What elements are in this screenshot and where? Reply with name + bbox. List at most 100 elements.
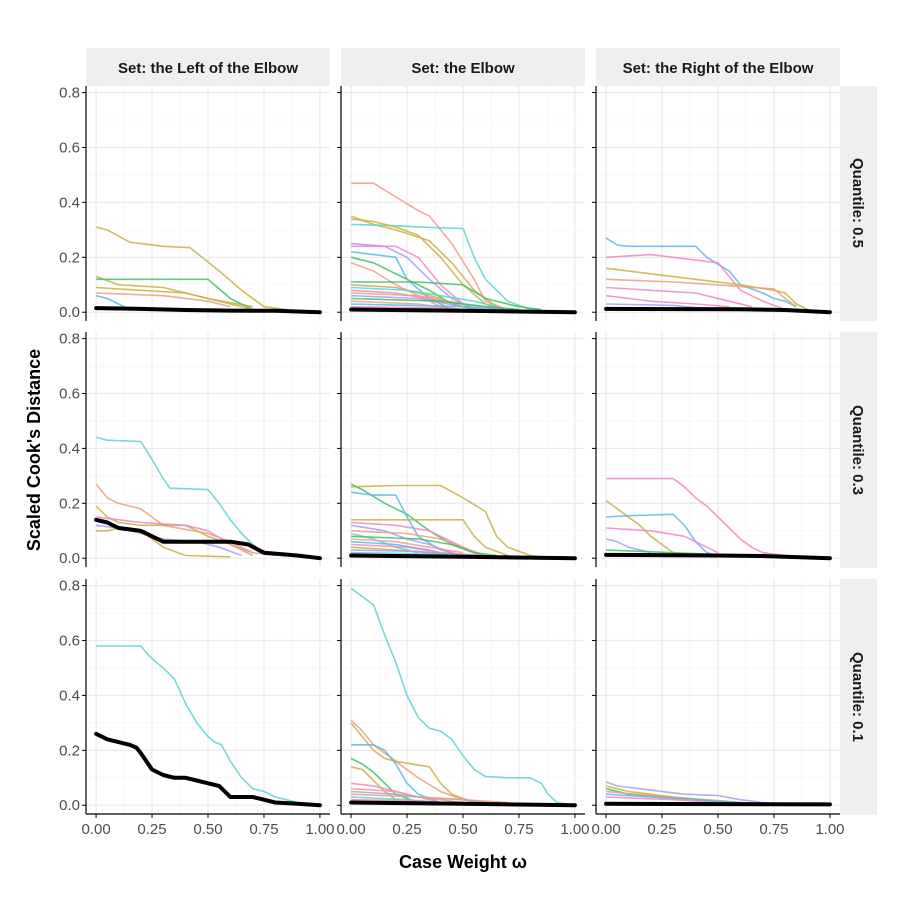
- series-line-3: [606, 527, 719, 554]
- mean-line: [349, 553, 577, 561]
- series-line-0: [605, 237, 797, 308]
- x-tick-label: 1.00: [815, 821, 844, 838]
- axes-r0-c2: [592, 86, 597, 321]
- series-line-0: [95, 226, 287, 311]
- x-tick-label: 0.00: [81, 821, 110, 838]
- series-line-2: [350, 722, 475, 804]
- series-line-4: [96, 292, 231, 308]
- axes-r1-c1: [337, 332, 342, 567]
- mean-line: [604, 306, 832, 315]
- axes-r2-c0: 0.0 0.2 0.4 0.6 0.8 0.00 0.25 0.50 0.75 1.00: [59, 578, 334, 838]
- mean-line: [94, 517, 322, 561]
- panel-r2-c0: [86, 579, 330, 814]
- series-line-5: [95, 294, 131, 311]
- series-line-16: [351, 300, 464, 311]
- series-line-3: [96, 286, 253, 311]
- series-line-3: [351, 518, 509, 557]
- series-line-9: [351, 793, 508, 804]
- y-tick-label: 0.4: [59, 194, 80, 211]
- panels-layer: [86, 86, 840, 814]
- axes-r2-c1: 0.00 0.25 0.50 0.75 1.00: [336, 579, 590, 838]
- axes-r1-c2: [592, 332, 597, 567]
- y-tick-label: 0.0: [59, 797, 80, 814]
- y-tick-label: 0.6: [59, 632, 80, 649]
- axes-r1-c0: 0.0 0.2 0.4 0.6 0.8: [59, 331, 87, 567]
- series-line-1: [606, 253, 786, 311]
- panel-r1-c2: [596, 332, 840, 567]
- column-strip-0-label: Set: the Left of the Elbow: [118, 60, 298, 77]
- series-line-3: [606, 278, 797, 308]
- panel-r1-c0: [86, 332, 330, 567]
- y-tick-label: 0.8: [59, 331, 80, 348]
- series-line-1: [605, 499, 674, 554]
- x-tick-label: 0.75: [504, 821, 533, 838]
- panel-r0-c1: [341, 86, 585, 321]
- x-tick-label: 0.00: [591, 821, 620, 838]
- series-line-11: [351, 286, 497, 308]
- series-line-3: [96, 516, 254, 554]
- x-axis-title: Case Weight ω: [399, 852, 527, 872]
- x-tick-label: 0.25: [647, 821, 676, 838]
- series-line-17: [351, 303, 508, 311]
- series-line-0: [351, 484, 553, 559]
- x-tick-label: 0.75: [759, 821, 788, 838]
- column-strip-1-bg: [341, 48, 585, 86]
- y-tick-label: 0.8: [59, 85, 80, 102]
- axes-layer: 0.00.20.40.60.80.00.20.40.60.80.00.20.40…: [59, 85, 844, 838]
- series-line-1: [95, 275, 253, 308]
- series-line-4: [606, 286, 752, 308]
- series-line-7: [351, 787, 464, 804]
- mean-line: [94, 306, 322, 315]
- x-tick-label: 0.00: [336, 821, 365, 838]
- y-tick-label: 0.6: [59, 139, 80, 156]
- row-strip-0-bg: [840, 86, 877, 321]
- series-line-5: [351, 245, 486, 313]
- y-axis-title: Scaled Cook's Distance: [24, 349, 44, 551]
- series-line-6: [351, 530, 486, 557]
- row-strip-2-label: Quantile: 0.1: [849, 652, 866, 742]
- series-line-0: [606, 477, 786, 557]
- panel-r2-c2: [596, 579, 840, 814]
- row-strip-1-bg: [840, 332, 877, 568]
- column-strip-1-label: Set: the Elbow: [411, 60, 515, 77]
- series-line-4: [605, 538, 651, 554]
- x-tick-label: 1.00: [305, 821, 334, 838]
- x-tick-label: 0.25: [137, 821, 166, 838]
- y-tick-label: 0.6: [59, 385, 80, 402]
- mean-line: [94, 731, 322, 808]
- x-tick-label: 0.50: [448, 821, 477, 838]
- axes-r0-c1: [337, 86, 342, 321]
- series-line-2: [606, 513, 719, 557]
- series-line-0: [350, 587, 576, 806]
- mean-line: [349, 800, 577, 808]
- series-line-9: [351, 281, 542, 311]
- axes-r2-c2: 0.00 0.25 0.50 0.75 1.00: [591, 579, 845, 838]
- series-line-1: [350, 719, 486, 804]
- axes-r0-c0: 0.0 0.2 0.4 0.6 0.8: [59, 85, 87, 321]
- x-tick-label: 1.00: [560, 821, 589, 838]
- y-tick-label: 0.4: [59, 687, 80, 704]
- series-line-15: [351, 297, 520, 311]
- y-tick-label: 0.2: [59, 249, 80, 266]
- y-tick-label: 0.0: [59, 304, 80, 321]
- series-line-11: [351, 543, 486, 557]
- series-line-2: [351, 491, 464, 557]
- panel-r2-c1: [341, 579, 585, 814]
- series-line-0: [95, 436, 287, 557]
- series-line-1: [95, 483, 276, 557]
- y-tick-label: 0.4: [59, 440, 80, 457]
- series-line-4: [606, 793, 741, 804]
- column-strips: Set: the Left of the Elbow Set: the Elbo…: [86, 48, 840, 86]
- row-strip-1-label: Quantile: 0.3: [849, 405, 866, 495]
- y-tick-label: 0.0: [59, 550, 80, 567]
- mean-line: [604, 801, 832, 807]
- column-strip-0-bg: [86, 48, 330, 86]
- series-line-9: [351, 538, 464, 554]
- x-tick-label: 0.50: [193, 821, 222, 838]
- series-line-2: [96, 278, 254, 311]
- series-line-3: [351, 218, 509, 313]
- panel-r0-c0: [86, 86, 330, 321]
- mean-line: [349, 307, 577, 315]
- y-tick-label: 0.2: [59, 742, 80, 759]
